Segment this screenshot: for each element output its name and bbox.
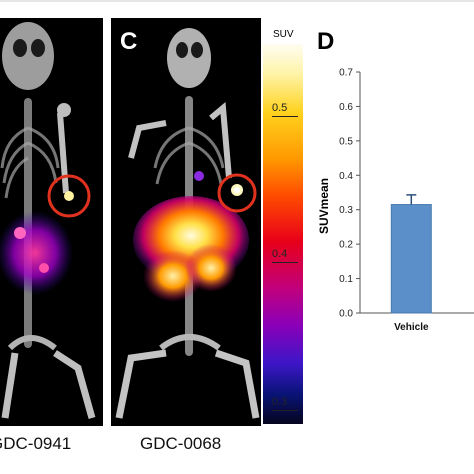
y-tick-label: 0.5 [339, 136, 353, 147]
colorbar-tick-line [272, 410, 298, 411]
colorbar-tick-label: 0.3 [272, 396, 288, 408]
colorbar-tick-line [272, 262, 298, 263]
suvmean-bar-chart: SUVmean 0.0 0.1 0.2 0.3 0.4 0.5 0.6 0.7 Vehicle [318, 68, 474, 333]
error-bar [406, 194, 417, 205]
pet-ct-image-gdc-0068 [111, 18, 261, 426]
pet-ct-image-gdc-0941 [0, 18, 103, 426]
colorbar-tick-label: 0.5 [272, 102, 288, 114]
colorbar-tick-label: 0.4 [272, 248, 288, 260]
y-axis-label: SUVmean [318, 178, 331, 234]
panel-letter-c: C [120, 28, 138, 55]
bar-vehicle [390, 204, 432, 314]
caption-gdc-0941: GDC-0941 [0, 434, 72, 453]
y-tick-label: 0.6 [339, 102, 353, 113]
y-tick-label: 0.0 [339, 309, 353, 320]
caption-gdc-0068: GDC-0068 [140, 434, 222, 453]
y-tick-label: 0.7 [339, 68, 353, 79]
y-tick-label: 0.3 [339, 205, 353, 216]
x-category-label: Vehicle [394, 322, 429, 333]
colorbar-gradient: 0.5 0.4 0.3 [263, 44, 303, 424]
y-tick-label: 0.2 [339, 240, 353, 251]
panel-letter-d: D [317, 28, 335, 55]
colorbar-tick-line [272, 116, 298, 117]
y-tick-label: 0.4 [339, 171, 353, 182]
top-divider [0, 0, 474, 2]
colorbar-title: SUV [273, 29, 294, 40]
suv-colorbar: SUV 0.5 0.4 0.3 [263, 22, 303, 426]
y-tick-label: 0.1 [339, 274, 353, 285]
